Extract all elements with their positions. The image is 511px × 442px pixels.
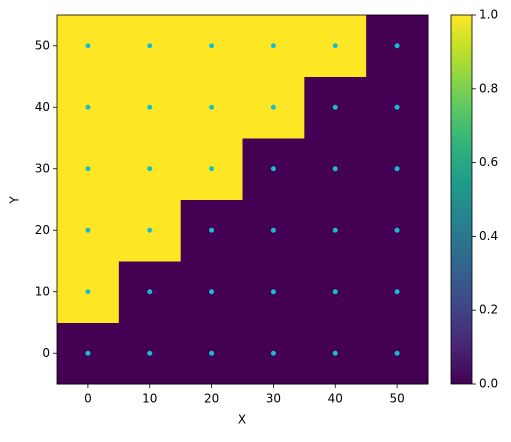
grid-point [270, 227, 276, 233]
grid-point [394, 289, 400, 295]
grid-point [270, 104, 276, 110]
grid-point [147, 350, 153, 356]
grid-point [394, 43, 400, 49]
colorbar-tick-label: 0.0 [479, 377, 498, 391]
grid-point [209, 166, 215, 172]
grid-point [209, 350, 215, 356]
y-axis-label: Y [8, 196, 22, 205]
axes-frame [56, 14, 429, 385]
grid-point [85, 43, 91, 49]
grid-point [270, 289, 276, 295]
grid-point [332, 104, 338, 110]
colorbar-tick-label: 0.2 [479, 303, 498, 317]
x-tick-label: 40 [328, 392, 343, 406]
x-tick-label: 20 [204, 392, 219, 406]
grid-point [147, 43, 153, 49]
grid-point [332, 350, 338, 356]
grid-point [85, 350, 91, 356]
grid-point [332, 166, 338, 172]
y-tick-label: 40 [35, 100, 50, 114]
grid-point [209, 43, 215, 49]
x-tick-label: 50 [389, 392, 404, 406]
x-axis-label: X [238, 413, 246, 427]
y-tick-label: 10 [35, 284, 50, 298]
grid-point [147, 227, 153, 233]
grid-point [270, 350, 276, 356]
y-tick-label: 30 [35, 161, 50, 175]
x-tick-label: 10 [142, 392, 157, 406]
grid-point [332, 227, 338, 233]
grid-point [147, 104, 153, 110]
grid-point [270, 43, 276, 49]
x-tick-label: 0 [84, 392, 92, 406]
grid-point [147, 166, 153, 172]
colorbar-tick-label: 0.6 [479, 155, 498, 169]
colorbar-tick-label: 0.4 [479, 229, 498, 243]
grid-point [147, 289, 153, 295]
grid-point [85, 227, 91, 233]
x-tick-label: 30 [266, 392, 281, 406]
grid-point [332, 289, 338, 295]
grid-point [332, 43, 338, 49]
colorbar [450, 14, 473, 385]
grid-point [394, 166, 400, 172]
grid-point [209, 227, 215, 233]
grid-point [85, 104, 91, 110]
colorbar-tick-label: 1.0 [479, 8, 498, 22]
y-tick-label: 50 [35, 38, 50, 52]
grid-point [209, 104, 215, 110]
grid-point [85, 166, 91, 172]
colorbar-tick-label: 0.8 [479, 81, 498, 95]
grid-point [209, 289, 215, 295]
grid-point [270, 166, 276, 172]
grid-point [394, 227, 400, 233]
y-tick-label: 0 [42, 346, 50, 360]
y-tick-label: 20 [35, 223, 50, 237]
grid-point [394, 104, 400, 110]
grid-point [394, 350, 400, 356]
grid-point [85, 289, 91, 295]
